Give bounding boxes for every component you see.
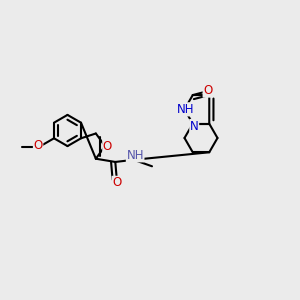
Text: NH: NH: [177, 103, 195, 116]
Text: O: O: [112, 176, 122, 189]
Text: O: O: [34, 140, 43, 152]
Text: N: N: [190, 119, 199, 133]
Text: NH: NH: [126, 149, 144, 162]
Text: O: O: [103, 140, 112, 153]
Text: O: O: [203, 84, 212, 97]
